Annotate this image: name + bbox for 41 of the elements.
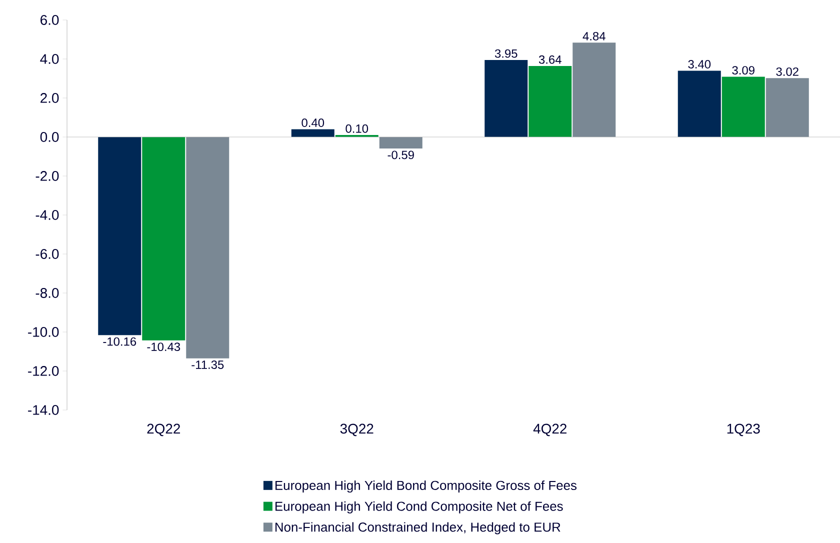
x-tick-label: 1Q23 [727, 424, 760, 436]
data-label: 0.40 [302, 118, 324, 127]
y-tick-label: -12.0 [28, 366, 59, 376]
bar [484, 60, 528, 137]
bar [766, 78, 809, 137]
y-tick-label: -8.0 [36, 288, 59, 298]
bar [722, 76, 765, 137]
y-tick-label: 0.0 [40, 132, 59, 142]
y-tick-label: 2.0 [40, 93, 59, 103]
legend-label: European High Yield Bond Composite Gross of Fees [275, 480, 577, 493]
bar [572, 42, 616, 137]
y-tick-label: -4.0 [36, 210, 59, 220]
data-label: -10.43 [147, 342, 180, 352]
bar [142, 137, 186, 340]
data-label: 0.10 [346, 124, 368, 133]
data-label: -10.16 [103, 337, 136, 346]
data-label: 3.02 [776, 67, 798, 76]
legend-label: Non-Financial Constrained Index, Hedged to EUR [275, 522, 560, 534]
data-label: -0.59 [388, 150, 414, 160]
y-tick-label: -14.0 [28, 405, 59, 415]
data-label: 3.95 [494, 49, 518, 58]
x-tick-label: 3Q22 [340, 424, 374, 436]
data-label: 4.84 [582, 32, 606, 40]
data-label: 3.40 [688, 60, 711, 68]
x-tick-label: 2Q22 [147, 424, 180, 436]
y-tick-label: 6.0 [40, 15, 59, 25]
y-tick-label: -2.0 [36, 171, 59, 181]
bar [379, 137, 422, 149]
data-label: 3.64 [538, 55, 562, 64]
y-tick-label: -10.0 [28, 327, 59, 337]
bar [528, 66, 572, 137]
bar [98, 137, 142, 336]
bar [291, 129, 334, 137]
bar [186, 137, 230, 358]
x-tick-label: 4Q22 [533, 424, 566, 436]
data-label: 3.09 [732, 66, 754, 75]
legend-label: European High Yield Cond Composite Net of Fees [275, 501, 563, 514]
y-tick-label: 4.0 [40, 54, 59, 64]
bar [678, 70, 721, 137]
data-label: -11.35 [192, 360, 224, 369]
y-tick-label: -6.0 [36, 249, 59, 259]
